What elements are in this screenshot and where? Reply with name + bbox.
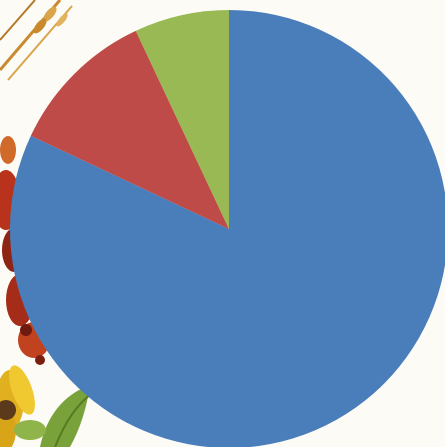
- green-leaf-decoration: [14, 385, 91, 447]
- pie-slice-2: [30, 30, 229, 229]
- pie-slice-3: [135, 9, 229, 229]
- wheat-stalks-decoration: [0, 0, 73, 81]
- pie-slices: [10, 9, 445, 447]
- sunflower-decoration: [0, 365, 35, 447]
- pie-slice-1: [10, 10, 445, 447]
